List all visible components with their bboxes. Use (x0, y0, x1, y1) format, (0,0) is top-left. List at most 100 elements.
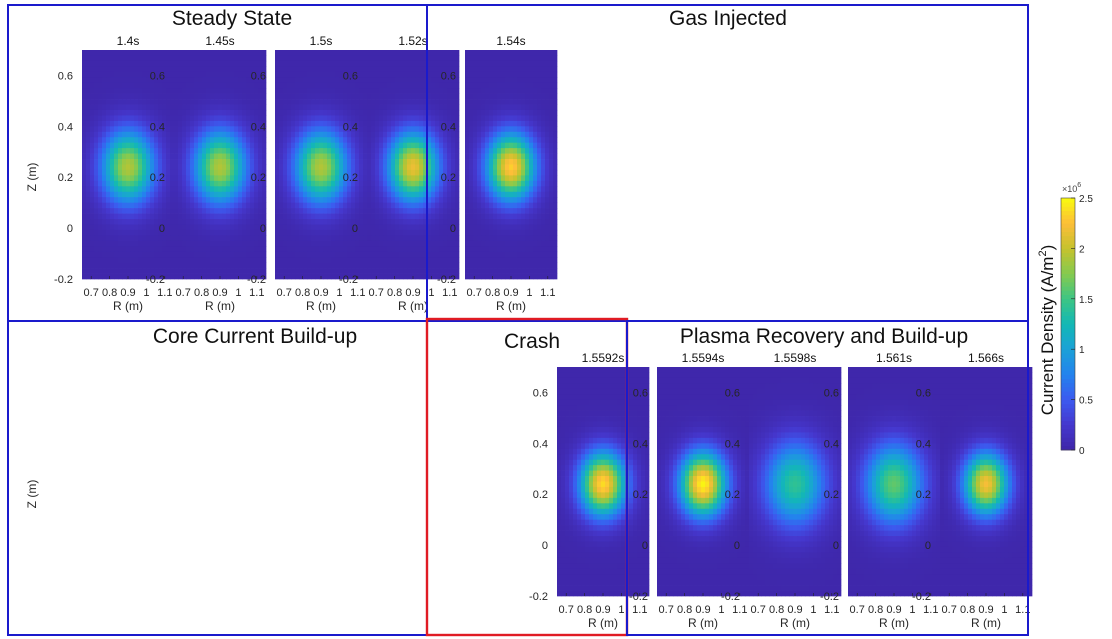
heatmap-cell (146, 273, 151, 280)
heatmap-cell (419, 257, 424, 263)
heatmap-cell (489, 191, 494, 198)
heatmap-cell (335, 109, 340, 116)
heatmap-cell (379, 186, 384, 193)
heatmap-cell (106, 159, 111, 165)
heatmap-cell (469, 55, 474, 62)
heatmap-cell (419, 169, 424, 176)
heatmap-cell (355, 82, 360, 89)
heatmap-cell (275, 159, 280, 165)
heatmap-cell (162, 229, 167, 236)
heatmap-cell (497, 219, 502, 225)
heatmap-cell (226, 66, 231, 73)
heatmap-cell (222, 77, 227, 84)
heatmap-cell (126, 99, 131, 105)
heatmap-cell (190, 159, 195, 165)
heatmap-cell (481, 77, 486, 84)
heatmap-cell (90, 148, 95, 154)
heatmap-cell (355, 71, 360, 78)
heatmap-cell (158, 268, 163, 274)
heatmap-cell (94, 82, 99, 89)
heatmap-cell (202, 219, 207, 225)
heatmap-cell (469, 240, 474, 247)
heatmap-cell (295, 55, 300, 62)
heatmap-cell (138, 109, 143, 116)
heatmap-cell (295, 175, 300, 182)
heatmap-cell (379, 202, 384, 209)
heatmap-cell (154, 186, 159, 193)
heatmap-cell (210, 148, 215, 154)
heatmap-cell (311, 159, 316, 165)
heatmap-cell (254, 175, 259, 182)
heatmap-cell (186, 77, 191, 84)
heatmap-cell (146, 213, 151, 220)
heatmap-cell (435, 137, 440, 144)
heatmap-cell (178, 169, 183, 176)
heatmap-cell (327, 109, 332, 116)
heatmap-cell (182, 219, 187, 225)
heatmap-cell (355, 213, 360, 220)
heatmap-cell (545, 219, 550, 225)
heatmap-cell (327, 71, 332, 78)
heatmap-cell (545, 99, 550, 105)
heatmap-cell (529, 180, 534, 187)
heatmap-cell (465, 115, 470, 122)
heatmap-cell (391, 60, 396, 67)
heatmap-cell (319, 82, 324, 89)
heatmap-cell (170, 55, 175, 62)
heatmap-cell (186, 180, 191, 187)
heatmap-cell (102, 104, 107, 111)
heatmap-cell (102, 202, 107, 209)
heatmap-cell (287, 229, 292, 236)
heatmap-cell (146, 251, 151, 258)
heatmap-cell (170, 273, 175, 280)
heatmap-cell (202, 71, 207, 78)
heatmap-cell (423, 186, 428, 193)
heatmap-cell (427, 240, 432, 247)
heatmap-cell (513, 148, 518, 154)
heatmap-cell (154, 235, 159, 242)
heatmap-cell (455, 268, 460, 274)
heatmap-cell (403, 224, 408, 231)
heatmap-cell (182, 186, 187, 193)
heatmap-cell (569, 377, 574, 384)
heatmap-cell (541, 219, 546, 225)
heatmap-cell (549, 197, 554, 204)
heatmap-cell (351, 219, 356, 225)
heatmap-cell (275, 55, 280, 62)
heatmap-cell (411, 153, 416, 160)
heatmap-cell (505, 169, 510, 176)
heatmap-cell (451, 191, 456, 198)
heatmap-cell (339, 246, 344, 253)
heatmap-cell (234, 219, 239, 225)
heatmap-cell (222, 224, 227, 231)
heatmap-cell (509, 191, 514, 198)
heatmap-cell (419, 159, 424, 165)
heatmap-cell (355, 60, 360, 67)
heatmap-cell (323, 164, 328, 171)
heatmap-cell (206, 109, 211, 116)
heatmap-cell (427, 137, 432, 144)
heatmap-cell (501, 208, 506, 214)
heatmap-cell (194, 142, 199, 149)
heatmap-cell (118, 219, 123, 225)
heatmap-cell (162, 219, 167, 225)
heatmap-cell (230, 197, 235, 204)
heatmap-cell (158, 180, 163, 187)
heatmap-cell (246, 120, 251, 127)
heatmap-cell (122, 262, 127, 269)
heatmap-cell (489, 159, 494, 165)
heatmap-cell (451, 240, 456, 247)
heatmap-cell (533, 137, 538, 144)
heatmap-cell (291, 93, 296, 100)
heatmap-cell (435, 235, 440, 242)
heatmap-cell (407, 169, 412, 176)
heatmap-cell (371, 131, 376, 138)
heatmap-cell (493, 120, 498, 127)
heatmap-cell (94, 50, 99, 56)
heatmap-cell (279, 186, 284, 193)
heatmap-cell (134, 186, 139, 193)
heatmap-cell (431, 186, 436, 193)
heatmap-cell (545, 142, 550, 149)
heatmap-cell (307, 142, 312, 149)
heatmap-cell (234, 153, 239, 160)
